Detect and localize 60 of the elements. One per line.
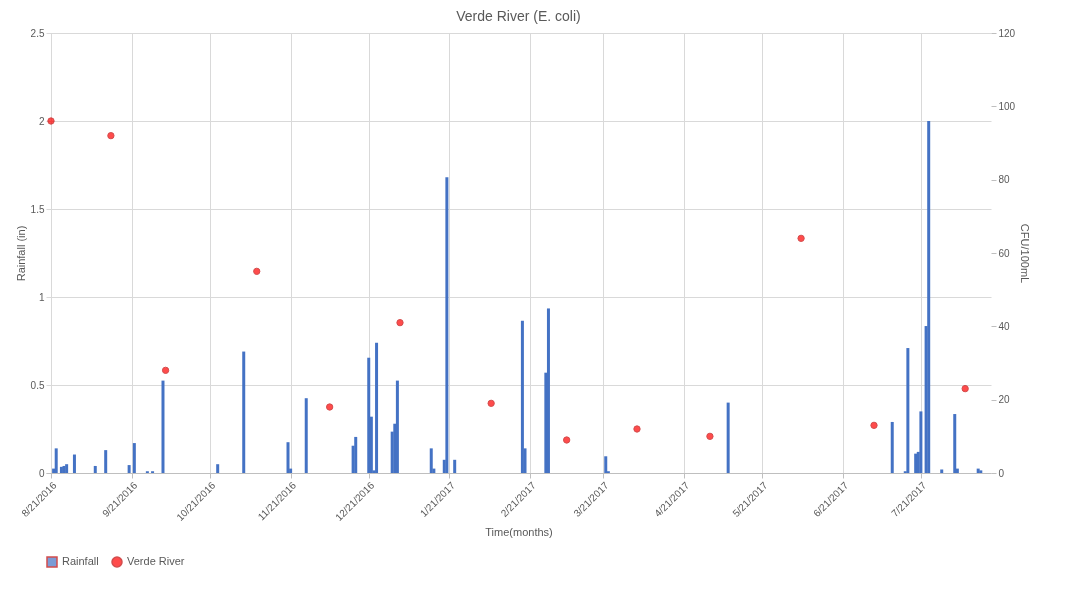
y-tick-label: 1: [38, 291, 45, 303]
point: [797, 234, 805, 242]
y2-tick-label: 40: [998, 320, 1011, 332]
bar: [940, 469, 944, 473]
y2-tick-label: 80: [998, 174, 1011, 186]
bar: [375, 342, 379, 473]
y-axis-title: Rainfall (in): [14, 225, 27, 282]
y-tick-label: 2: [38, 115, 45, 127]
y-tick-label: 0.5: [30, 379, 45, 391]
point: [107, 132, 115, 140]
bar: [429, 448, 433, 473]
point: [253, 267, 261, 275]
chart-title: Verde River (E. coli): [456, 8, 581, 24]
bar: [445, 177, 449, 473]
bar: [453, 459, 457, 473]
point: [870, 421, 878, 429]
point: [706, 432, 714, 440]
bar: [132, 443, 136, 473]
point: [161, 366, 170, 374]
bar: [93, 465, 97, 473]
bar: [927, 121, 931, 473]
bar: [953, 414, 957, 473]
bar: [216, 464, 220, 473]
bar: [161, 380, 165, 473]
bar: [304, 398, 308, 473]
y-tick-label: 2.5: [30, 27, 45, 39]
point: [326, 403, 334, 411]
bar: [604, 456, 608, 473]
bar: [242, 351, 246, 473]
bar: [72, 454, 76, 473]
legend-label: Verde River: [127, 555, 185, 567]
bar: [520, 320, 524, 473]
y2-tick-label: 100: [998, 100, 1016, 112]
bar: [395, 380, 399, 473]
y-tick-label: 1.5: [30, 203, 45, 215]
bar: [546, 308, 550, 473]
bar: [54, 448, 58, 473]
y2-tick-label: 0: [998, 467, 1005, 479]
bar: [726, 402, 730, 473]
bar: [286, 442, 290, 473]
bar: [127, 465, 131, 473]
y2-tick-label: 20: [998, 394, 1011, 406]
point: [633, 425, 641, 433]
bar: [906, 348, 910, 473]
y2-axis-title: CFU/100mL: [1019, 223, 1032, 284]
bar: [354, 436, 358, 473]
bar: [104, 450, 108, 473]
point: [961, 385, 969, 393]
bar: [890, 421, 894, 473]
y2-tick-label: 120: [998, 27, 1016, 39]
point: [396, 319, 404, 327]
legend-label: Rainfall: [62, 555, 99, 567]
point: [563, 436, 571, 444]
bar: [367, 357, 371, 473]
y2-tick-label: 60: [998, 247, 1011, 259]
bar: [919, 411, 923, 473]
x-axis-title: Time(months): [485, 525, 553, 538]
y-tick-label: 0: [38, 467, 45, 479]
point: [487, 399, 495, 407]
point: [47, 117, 55, 125]
